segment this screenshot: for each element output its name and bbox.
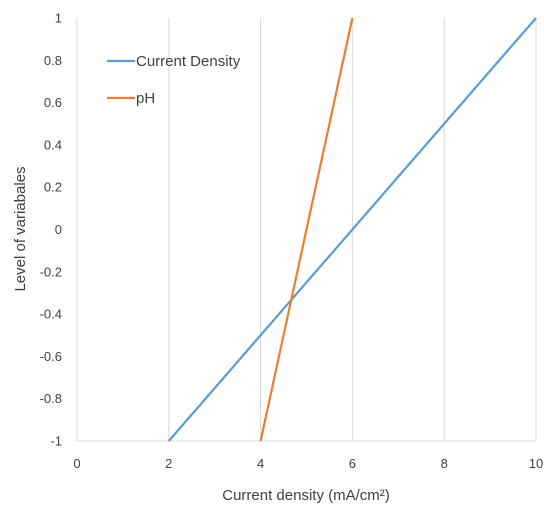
- y-tick-label: 1: [55, 11, 62, 26]
- x-tick-label: 0: [73, 456, 80, 471]
- y-tick-label: 0.4: [44, 137, 62, 152]
- y-tick-label: 0.6: [44, 95, 62, 110]
- y-tick-label: 0.8: [44, 53, 62, 68]
- y-tick-label: 0: [55, 222, 62, 237]
- y-tick-label: 0.2: [44, 180, 62, 195]
- x-axis-title: Current density (mA/cm²): [222, 487, 390, 504]
- y-axis-title: Level of variabales: [12, 166, 29, 291]
- legend-label: Current Density: [136, 53, 241, 70]
- x-tick-label: 10: [529, 456, 543, 471]
- legend: Current Density pH: [107, 53, 241, 107]
- y-tick-label: -0.4: [40, 307, 62, 322]
- axis-layer: [76, 18, 536, 442]
- series-line-ph: [259, 17, 354, 442]
- y-tick-label: -0.6: [40, 349, 62, 364]
- legend-label: pH: [136, 90, 155, 107]
- y-tick-label: -1: [50, 434, 62, 449]
- x-tick-label: 8: [441, 456, 448, 471]
- y-tick-label: -0.8: [40, 391, 62, 406]
- x-tick-label: 4: [257, 456, 264, 471]
- x-tick-label: 6: [349, 456, 356, 471]
- y-tick-label: -0.2: [40, 264, 62, 279]
- series-line-current-density: [167, 17, 537, 442]
- x-tick-label: 2: [165, 456, 172, 471]
- tick-label-layer: 0 2 4 6 8 10 1 0.8 0.6 0.4 0.2 0 -0.2 -0.4 -0.6 -0.8 -1: [40, 11, 544, 472]
- series-layer: [167, 17, 537, 442]
